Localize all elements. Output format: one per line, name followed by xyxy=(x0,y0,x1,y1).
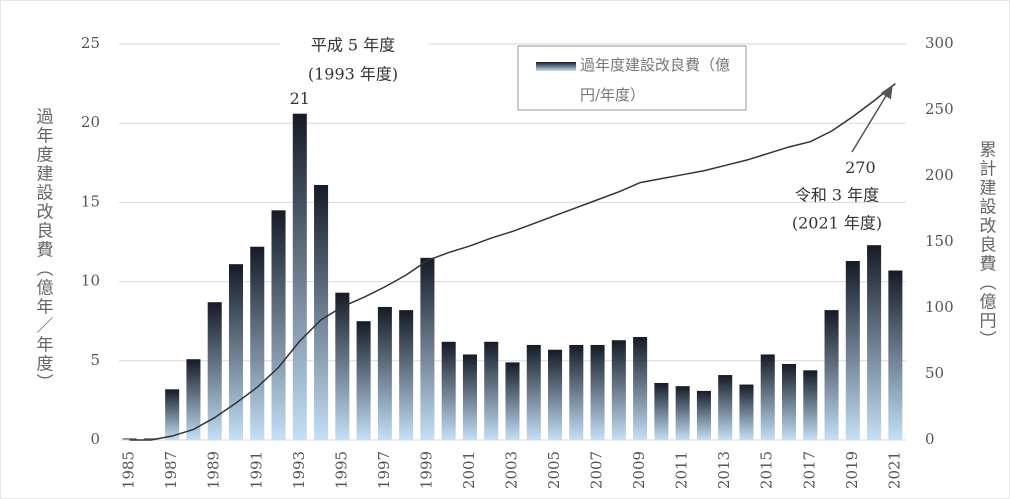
annotation-arrow xyxy=(851,84,893,153)
x-tick-label: 1989 xyxy=(205,451,223,489)
bar xyxy=(569,344,584,440)
y-tick-label: 10 xyxy=(81,272,100,290)
x-tick-label: 1995 xyxy=(332,451,350,489)
x-tick-label: 1987 xyxy=(162,451,180,489)
bar xyxy=(633,337,648,440)
bar xyxy=(803,370,818,440)
bar xyxy=(441,341,456,440)
y-axis-label: 過年度建設改良費（億年／年度） xyxy=(33,107,54,392)
bar xyxy=(654,382,669,440)
x-tick-label: 2007 xyxy=(588,451,606,489)
bar xyxy=(888,270,903,440)
grid xyxy=(119,43,906,441)
bar xyxy=(867,245,882,440)
x-tick-label: 2003 xyxy=(503,451,521,489)
bar xyxy=(207,302,222,440)
bar xyxy=(781,363,797,440)
legend-box xyxy=(517,45,747,111)
y-tick-label: 15 xyxy=(81,192,100,210)
annotation: 令和 3 年度 xyxy=(795,186,879,205)
annotation: 平成 5 年度 xyxy=(311,36,395,55)
data-label: 21 xyxy=(290,89,310,108)
bar xyxy=(165,389,180,440)
annotation: (2021 年度) xyxy=(792,214,882,233)
y2-tick-label: 250 xyxy=(925,100,954,118)
x-tick-label: 1985 xyxy=(120,451,138,489)
bar xyxy=(675,386,690,440)
y2-axis-label: 累計建設改良費（億円） xyxy=(976,140,997,349)
legend-label: 過年度建設改良費（億円/年度） xyxy=(580,56,731,104)
y-tick-label: 20 xyxy=(81,113,100,131)
data-label: 270 xyxy=(845,158,876,177)
y2-tick-label: 100 xyxy=(925,298,954,316)
annotation-bg xyxy=(280,34,428,106)
bar xyxy=(356,321,371,440)
bar xyxy=(292,113,307,441)
bar xyxy=(718,375,733,440)
x-tick-label: 2017 xyxy=(800,451,818,489)
bar xyxy=(228,264,244,440)
y-tick-label: 0 xyxy=(90,430,100,448)
marks xyxy=(122,83,903,441)
x-tick-label: 2019 xyxy=(843,451,861,489)
bar xyxy=(696,390,711,440)
x-tick-label: 1991 xyxy=(247,451,265,489)
bar xyxy=(143,438,158,440)
annotation: (1993 年度) xyxy=(308,65,398,84)
bar xyxy=(122,438,137,440)
bar xyxy=(271,210,286,440)
y2-tick-label: 150 xyxy=(925,232,954,250)
x-tick-label: 2001 xyxy=(460,451,478,489)
x-tick-label: 1993 xyxy=(290,451,308,489)
y-tick-label: 5 xyxy=(90,351,100,369)
bar xyxy=(526,344,541,440)
y2-tick-label: 50 xyxy=(925,364,944,382)
bar xyxy=(484,341,499,440)
x-tick-label: 2005 xyxy=(545,451,563,489)
bar xyxy=(186,359,201,440)
legend-swatch xyxy=(536,62,576,71)
line xyxy=(129,83,896,441)
x-tick-label: 1997 xyxy=(375,451,393,489)
bar xyxy=(739,384,754,440)
bar xyxy=(314,184,329,440)
x-tick-label: 2011 xyxy=(673,451,691,489)
bar xyxy=(590,344,605,440)
bar xyxy=(611,340,626,440)
bar xyxy=(335,292,350,440)
bar xyxy=(462,354,477,440)
x-tick-label: 1999 xyxy=(417,451,435,489)
y2-tick-label: 200 xyxy=(925,166,954,184)
y2-tick-label: 0 xyxy=(925,430,935,448)
bar xyxy=(420,257,435,440)
bar xyxy=(377,306,392,440)
bar xyxy=(760,354,775,440)
legend-text: 過年度建設改良費（億円/年度） xyxy=(580,56,731,104)
x-tick-label: 2015 xyxy=(758,451,776,489)
x-tick-label: 2009 xyxy=(630,451,648,489)
x-tick-label: 2013 xyxy=(715,451,733,489)
y2-tick-label: 300 xyxy=(925,34,954,52)
bar xyxy=(505,362,520,440)
x-tick-label: 2021 xyxy=(885,451,903,489)
bar xyxy=(250,246,265,440)
y-tick-label: 25 xyxy=(81,34,100,52)
bar xyxy=(824,310,839,440)
legend: 過年度建設改良費（億円/年度） xyxy=(517,45,747,111)
bar xyxy=(845,261,860,440)
bar xyxy=(399,310,414,440)
bar xyxy=(548,349,563,440)
